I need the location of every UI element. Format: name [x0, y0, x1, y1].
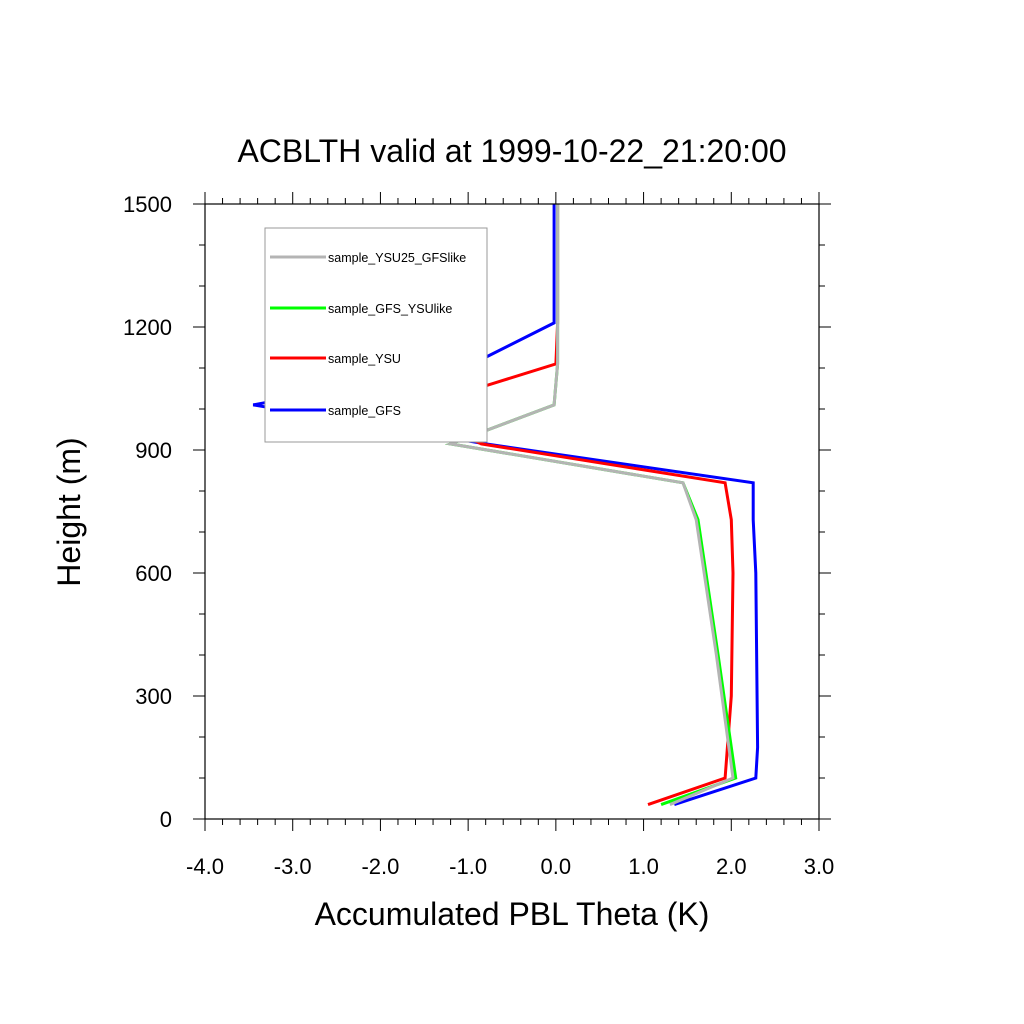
- y-tick-label: 1200: [123, 315, 172, 340]
- y-tick-label: 300: [135, 684, 172, 709]
- x-tick-label: -2.0: [361, 854, 399, 879]
- legend-label: sample_GFS: [328, 404, 401, 418]
- y-tick-label: 1500: [123, 192, 172, 217]
- x-tick-label: 1.0: [628, 854, 659, 879]
- legend-label: sample_YSU: [328, 352, 401, 366]
- x-tick-label: -4.0: [186, 854, 224, 879]
- plot-frame: [204, 203, 820, 820]
- chart-title: ACBLTH valid at 1999-10-22_21:20:00: [237, 133, 786, 169]
- y-tick-label: 0: [160, 807, 172, 832]
- series-line-0: [444, 204, 735, 806]
- series-layer: [252, 204, 760, 807]
- y-axis-label: Height (m): [51, 437, 87, 586]
- x-tick-label: -3.0: [274, 854, 312, 879]
- legend-label: sample_GFS_YSUlike: [328, 302, 452, 316]
- x-tick-label: 0.0: [541, 854, 572, 879]
- series-line-3: [252, 204, 760, 807]
- x-tick-label: -1.0: [449, 854, 487, 879]
- ticks-layer: [193, 192, 831, 831]
- legend-label: sample_YSU25_GFSlike: [328, 251, 466, 265]
- x-tick-label: 2.0: [716, 854, 747, 879]
- x-tick-label: 3.0: [804, 854, 835, 879]
- y-tick-label: 600: [135, 561, 172, 586]
- tick-labels-layer: -4.0 -3.0 -2.0 -1.0 0.0 1.0 2.0 3.0 0 300 600 900 12…: [123, 192, 834, 879]
- legend-box: [264, 227, 488, 443]
- legend: sample_YSU25_GFSlike sample_GFS_YSUlikesa…: [264, 227, 488, 443]
- x-axis-label: Accumulated PBL Theta (K): [315, 896, 710, 932]
- y-tick-label: 900: [135, 438, 172, 463]
